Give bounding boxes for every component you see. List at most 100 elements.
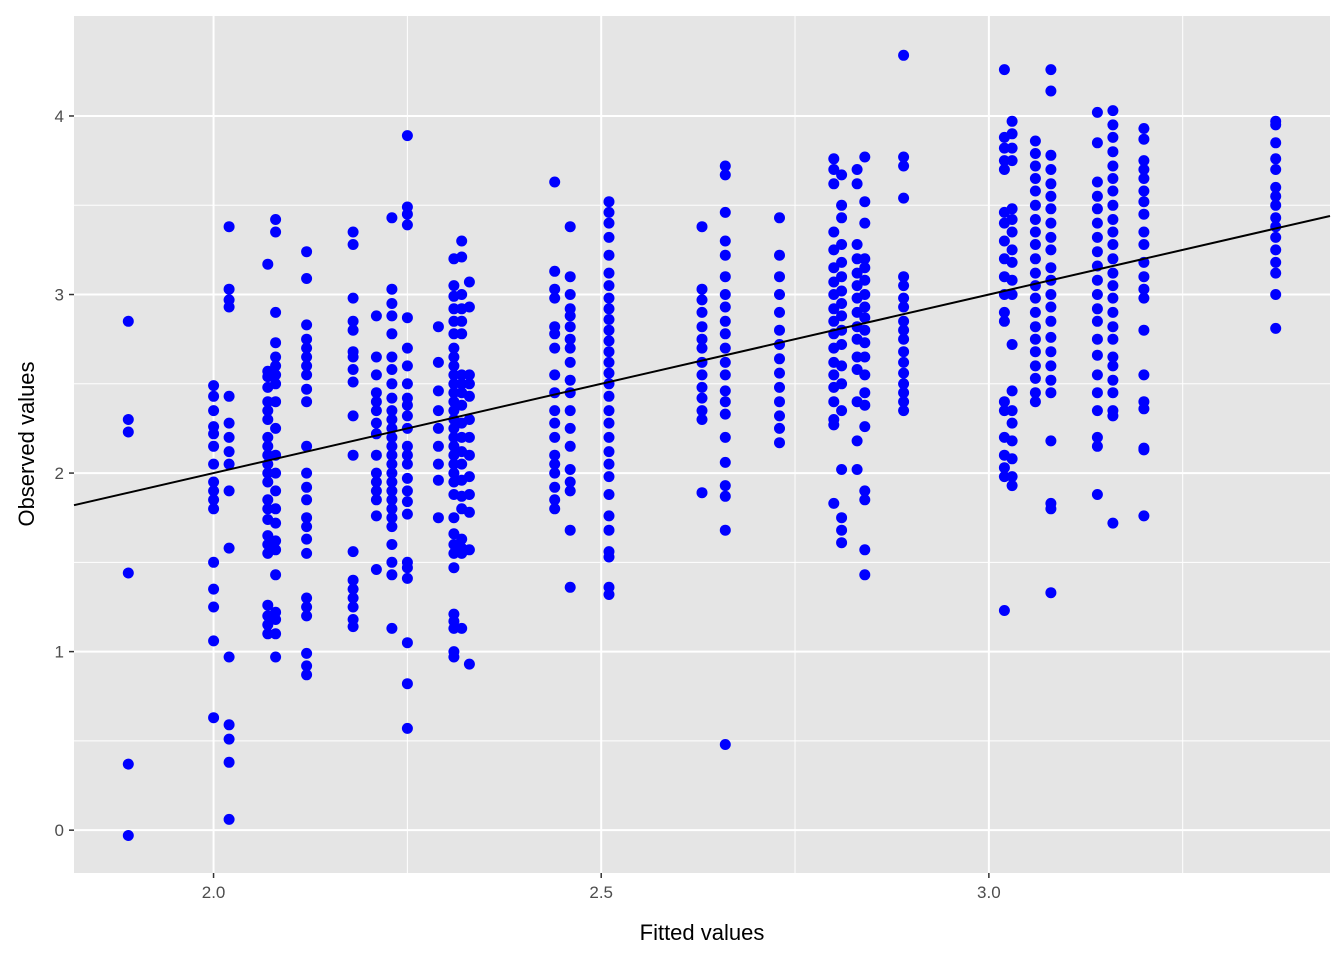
data-point <box>836 360 848 372</box>
data-point <box>301 669 313 681</box>
data-point <box>603 303 615 315</box>
data-point <box>719 271 731 283</box>
data-point <box>719 385 731 397</box>
data-point <box>564 356 576 368</box>
data-point <box>859 399 871 411</box>
data-point <box>262 494 274 506</box>
data-point <box>1107 146 1119 158</box>
data-point <box>564 422 576 434</box>
data-point <box>1029 239 1041 250</box>
data-point <box>603 249 615 261</box>
data-point <box>208 494 220 506</box>
data-point <box>1091 106 1103 118</box>
data-point <box>270 503 282 515</box>
data-point <box>719 356 731 368</box>
data-point <box>270 651 282 663</box>
data-point <box>1045 289 1057 300</box>
data-point <box>1107 239 1119 250</box>
data-point <box>564 405 576 417</box>
data-point <box>549 405 561 417</box>
data-point <box>1091 489 1103 500</box>
data-point <box>301 494 313 506</box>
data-point <box>836 512 848 524</box>
data-point <box>719 431 731 443</box>
data-point <box>1107 387 1119 399</box>
data-point <box>774 212 785 224</box>
data-point <box>1138 226 1150 238</box>
data-point <box>998 471 1010 483</box>
data-point <box>549 431 561 443</box>
data-point <box>386 476 398 488</box>
data-point <box>1006 453 1018 465</box>
data-point <box>836 271 848 283</box>
data-point <box>1006 155 1018 167</box>
data-point <box>208 405 220 417</box>
data-point <box>456 251 468 263</box>
y-axis: 0 1 2 3 4 <box>55 107 74 840</box>
data-point <box>696 306 708 318</box>
data-point <box>301 660 313 672</box>
data-point <box>401 208 413 220</box>
data-point <box>1270 119 1282 131</box>
data-point <box>898 324 910 336</box>
data-point <box>223 390 235 402</box>
data-point <box>1107 351 1119 363</box>
data-point <box>828 164 840 175</box>
data-point <box>448 387 460 399</box>
data-point <box>859 544 871 556</box>
data-point <box>1045 587 1057 599</box>
data-point <box>262 449 274 461</box>
data-point <box>774 410 785 422</box>
data-point <box>1091 303 1103 315</box>
data-point <box>208 583 220 595</box>
data-point <box>1107 173 1119 184</box>
data-point <box>603 471 615 483</box>
data-point <box>603 356 615 368</box>
data-point <box>401 496 413 508</box>
data-point <box>859 274 871 286</box>
data-point <box>448 303 460 315</box>
data-point <box>719 456 731 468</box>
data-point <box>549 369 561 381</box>
data-point <box>401 485 413 497</box>
data-point <box>564 289 576 300</box>
data-point <box>1029 346 1041 358</box>
data-point <box>898 346 910 358</box>
data-point <box>1029 387 1041 399</box>
data-point <box>836 537 848 549</box>
data-point <box>1091 333 1103 345</box>
data-point <box>270 360 282 372</box>
data-point <box>386 392 398 404</box>
data-point <box>1091 431 1103 443</box>
data-point <box>122 567 134 579</box>
data-point <box>386 298 398 309</box>
data-point <box>223 301 235 313</box>
data-point <box>448 280 460 292</box>
data-point <box>386 440 398 452</box>
data-point <box>1138 155 1150 167</box>
data-point <box>386 622 398 634</box>
data-point <box>347 546 359 558</box>
data-point <box>448 512 460 524</box>
data-point <box>719 289 731 300</box>
data-point <box>448 351 460 363</box>
data-point <box>603 367 615 379</box>
data-point <box>549 449 561 461</box>
data-point <box>1029 372 1041 384</box>
data-point <box>386 405 398 417</box>
data-point <box>1029 226 1041 238</box>
data-point <box>401 130 413 142</box>
data-point <box>401 562 413 574</box>
y-tick-label: 1 <box>55 643 64 662</box>
data-point <box>386 485 398 497</box>
data-point <box>1138 196 1150 208</box>
data-point <box>1045 203 1057 215</box>
data-point <box>603 431 615 443</box>
data-point <box>1138 133 1150 145</box>
data-point <box>603 267 615 279</box>
data-point <box>898 378 910 390</box>
data-point <box>301 333 313 345</box>
data-point <box>774 289 785 300</box>
data-point <box>859 262 871 274</box>
data-point <box>270 628 282 640</box>
